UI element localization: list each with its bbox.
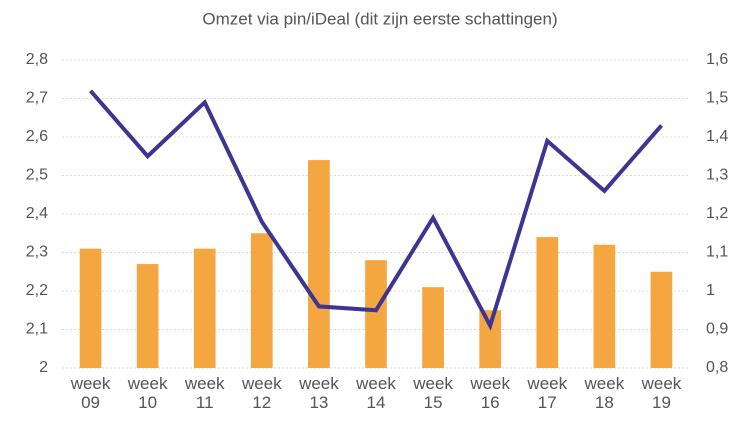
x-tick-label: week 16 xyxy=(470,374,511,412)
bar xyxy=(193,248,216,368)
x-tick-label: week 10 xyxy=(127,374,168,412)
x-tick-label: week 18 xyxy=(584,374,625,412)
y2-tick-label: 0,8 xyxy=(706,359,728,376)
y2-tick-label: 1,1 xyxy=(706,244,728,261)
y2-tick-label: 1,4 xyxy=(706,128,728,145)
x-tick-label: week 13 xyxy=(299,374,339,412)
bar xyxy=(479,310,502,368)
x-tick-label: week 09 xyxy=(70,374,111,412)
y-tick-label: 2,4 xyxy=(26,205,48,222)
y-tick-label: 2,5 xyxy=(26,167,48,184)
bar xyxy=(650,271,673,368)
y-tick-label: 2,2 xyxy=(26,282,48,299)
bar xyxy=(536,237,559,368)
x-tick-label: week 11 xyxy=(184,374,225,412)
y-tick-label: 2,8 xyxy=(26,51,48,68)
bar xyxy=(79,248,102,368)
chart-title: Omzet via pin/iDeal (dit zijn eerste sch… xyxy=(202,9,557,28)
y-tick-label: 2,6 xyxy=(26,128,48,145)
y2-tick-label: 1,6 xyxy=(706,51,728,68)
y2-tick-label: 1,3 xyxy=(706,167,728,184)
bar xyxy=(250,233,273,368)
y2-tick-label: 1,5 xyxy=(706,90,728,107)
x-tick-label: week 17 xyxy=(527,374,568,412)
x-tick-label: week 19 xyxy=(641,374,682,412)
x-tick-label: week 15 xyxy=(413,374,453,412)
line xyxy=(89,89,663,331)
y2-tick-label: 1 xyxy=(706,282,715,299)
bar xyxy=(308,160,330,368)
y2-tick-label: 0,9 xyxy=(706,321,728,338)
y-tick-label: 2,1 xyxy=(26,321,48,338)
x-tick-label: week 12 xyxy=(241,374,282,412)
y-tick-label: 2,3 xyxy=(26,244,48,261)
bar xyxy=(136,264,159,368)
x-tick-label: week 14 xyxy=(356,374,396,412)
y2-tick-label: 1,2 xyxy=(706,205,728,222)
bar xyxy=(422,287,444,368)
y-tick-label: 2,7 xyxy=(26,90,48,107)
y-tick-label: 2 xyxy=(39,359,48,376)
bar xyxy=(365,260,387,368)
bar xyxy=(593,244,616,368)
